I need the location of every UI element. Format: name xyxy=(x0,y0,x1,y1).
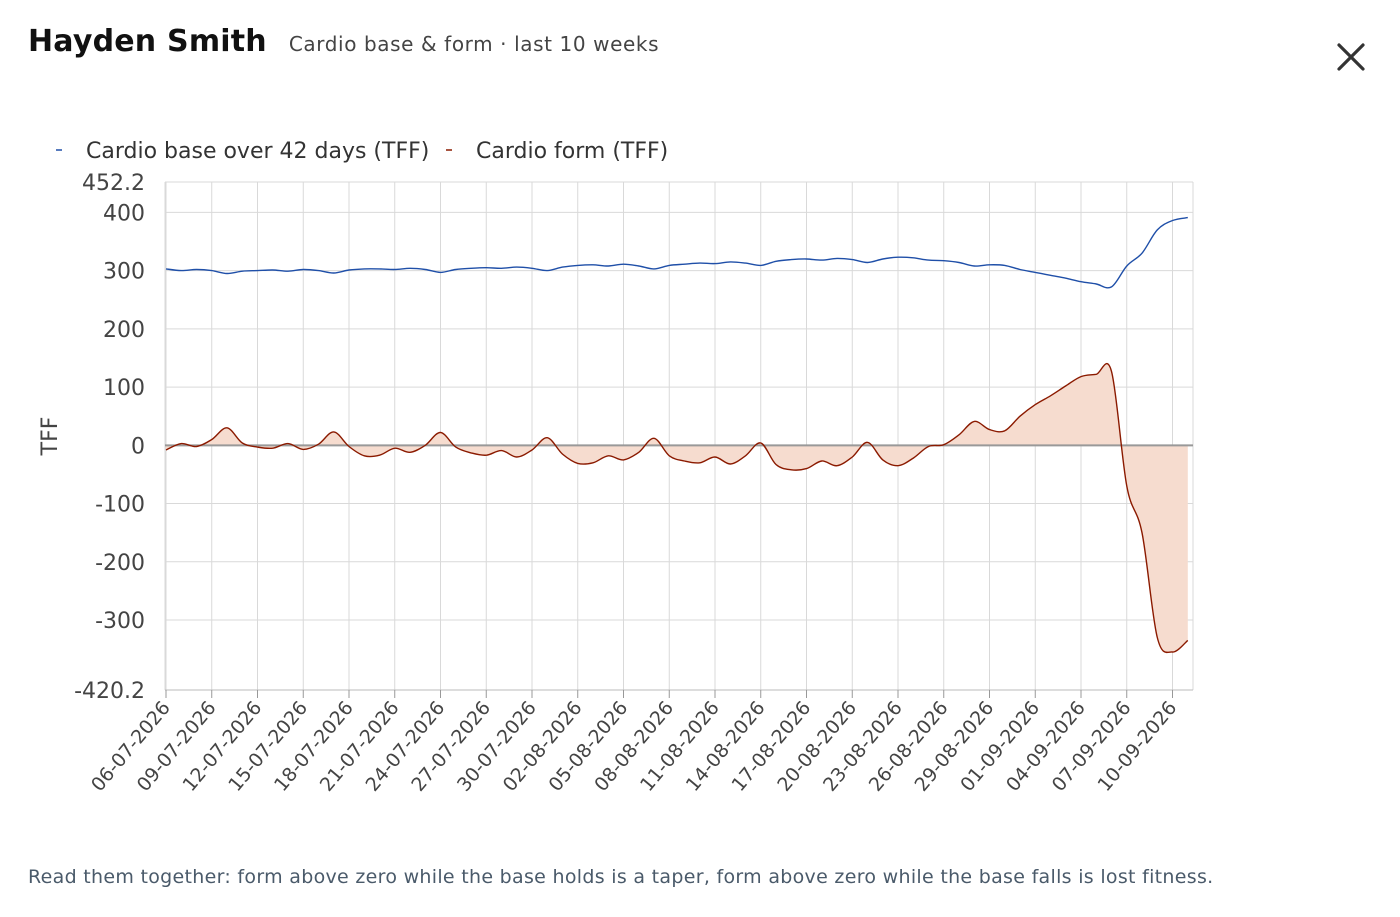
y-tick-label-2: 400 xyxy=(103,201,145,226)
y-tick-label-9: -300 xyxy=(95,609,145,634)
legend-label-1: Cardio base over 42 days (TFF) xyxy=(86,139,429,164)
footer-note: Read them together: form above zero whil… xyxy=(28,866,1214,888)
y-axis-label: TFF xyxy=(38,417,63,457)
page-title: Hayden Smith xyxy=(28,24,267,59)
series-line-form xyxy=(165,363,1189,654)
y-tick-label-4: 200 xyxy=(103,318,145,343)
chart-grid xyxy=(164,181,1194,691)
y-tick-label-1: 452.2 xyxy=(82,171,145,196)
x-tick-labels: 06-07-202609-07-202612-07-202615-07-2026… xyxy=(87,690,1181,796)
y-tick-label-3: 300 xyxy=(103,260,145,285)
header: Hayden Smith Cardio base & form · last 1… xyxy=(28,24,659,59)
series-line-base xyxy=(165,216,1188,289)
y-tick-label-5: 100 xyxy=(103,376,145,401)
form-area-fill xyxy=(166,363,1188,653)
y-tick-label-10: -420.2 xyxy=(74,679,145,704)
close-icon xyxy=(1337,43,1365,71)
y-tick-label-6: 0 xyxy=(131,434,145,459)
page-subtitle: Cardio base & form · last 10 weeks xyxy=(288,32,660,56)
close-button[interactable] xyxy=(1330,38,1370,78)
form-chart: Cardio base over 42 days (TFF) Cardio for… xyxy=(38,139,1194,796)
legend-label-2: Cardio form (TFF) xyxy=(476,139,668,164)
y-tick-labels: 452.2 400 300 200 100 0 -100 -200 -300 -420.2 xyxy=(74,171,145,704)
y-tick-label-8: -200 xyxy=(95,551,145,576)
chart-legend: Cardio base over 42 days (TFF) Cardio for… xyxy=(56,139,668,164)
y-tick-label-7: -100 xyxy=(95,493,145,518)
